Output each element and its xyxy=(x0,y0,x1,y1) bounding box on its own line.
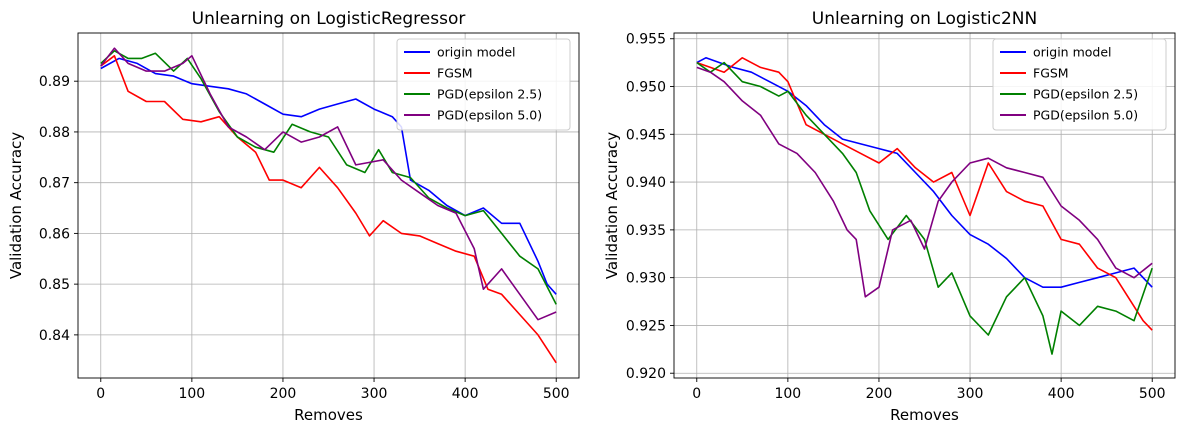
series-line-4 xyxy=(696,66,1153,298)
y-tick-label: 0.86 xyxy=(39,226,70,242)
plot-frame xyxy=(673,32,1176,379)
y-tick-label: 0.920 xyxy=(626,366,666,382)
legend-label: origin model xyxy=(437,45,516,60)
x-tick-label: 200 xyxy=(270,386,297,402)
x-tick-label: 400 xyxy=(452,386,479,402)
chart-panel-1: 0 100 200 300 400 500 0.84 0.85 0.86 0.87 0.88 0.89… xyxy=(7,9,580,424)
y-tick-label: 0.930 xyxy=(626,271,666,287)
x-tick-label: 300 xyxy=(957,386,984,402)
x-axis-label: Removes xyxy=(294,406,363,424)
y-tick-label: 0.955 xyxy=(626,32,666,48)
legend-label: PGD(epsilon 2.5) xyxy=(1033,87,1138,102)
legend-label: FGSM xyxy=(1033,66,1069,81)
series-line-2 xyxy=(696,57,1153,331)
y-tick-label: 0.950 xyxy=(626,80,666,96)
y-tick-label: 0.87 xyxy=(39,176,70,192)
y-axis-label: Validation Accuracy xyxy=(603,132,621,279)
chart-panel-2: 0 100 200 300 400 500 0.920 0.925 0.930 0.935 0.94… xyxy=(603,9,1176,424)
y-tick-label: 0.945 xyxy=(626,127,666,143)
y-tick-label: 0.925 xyxy=(626,318,666,334)
chart-title: Unlearning on Logistic2NN xyxy=(812,9,1037,29)
y-tick-label: 0.89 xyxy=(39,74,70,90)
chart-title: Unlearning on LogisticRegressor xyxy=(192,9,466,29)
x-tick-label: 400 xyxy=(1048,386,1075,402)
y-tick-label: 0.935 xyxy=(626,223,666,239)
x-tick-label: 0 xyxy=(692,386,701,402)
y-tick-label: 0.85 xyxy=(39,277,70,293)
series-line-3 xyxy=(696,61,1153,355)
series-line-2 xyxy=(100,55,557,364)
series-line-1 xyxy=(696,57,1153,288)
legend: origin model FGSM PGD(epsilon 2.5) PGD(epsi… xyxy=(992,38,1167,131)
y-tick-label: 0.88 xyxy=(39,125,70,141)
x-tick-label: 500 xyxy=(1139,386,1166,402)
y-axis-label: Validation Accuracy xyxy=(7,132,25,279)
legend: origin model FGSM PGD(epsilon 2.5) PGD(epsi… xyxy=(396,38,571,131)
y-tick-label: 0.940 xyxy=(626,175,666,191)
x-tick-label: 100 xyxy=(178,386,205,402)
x-tick-label: 500 xyxy=(543,386,570,402)
series-line-3 xyxy=(100,50,557,305)
legend-box xyxy=(396,38,571,131)
legend-label: FGSM xyxy=(437,66,473,81)
legend-label: PGD(epsilon 2.5) xyxy=(437,87,542,102)
x-axis-label: Removes xyxy=(890,406,959,424)
plot-frame xyxy=(77,32,580,379)
legend-label: PGD(epsilon 5.0) xyxy=(1033,108,1138,123)
legend-box xyxy=(992,38,1167,131)
y-tick-label: 0.84 xyxy=(39,328,70,344)
legend-label: PGD(epsilon 5.0) xyxy=(437,108,542,123)
x-tick-label: 0 xyxy=(96,386,105,402)
series-line-1 xyxy=(100,57,557,295)
x-tick-label: 200 xyxy=(866,386,893,402)
x-tick-label: 100 xyxy=(774,386,801,402)
x-tick-label: 300 xyxy=(361,386,388,402)
legend-label: origin model xyxy=(1033,45,1112,60)
series-line-4 xyxy=(100,47,557,321)
